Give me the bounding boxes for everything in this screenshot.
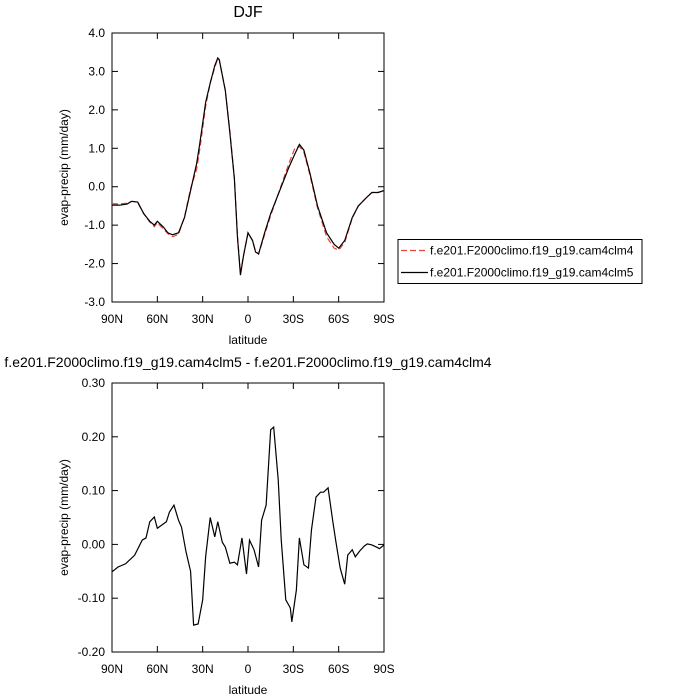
chart-title: f.e201.F2000climo.f19_g19.cam4clm5 - f.e…	[4, 354, 491, 370]
chart-title: DJF	[233, 4, 263, 21]
legend-label: f.e201.F2000climo.f19_g19.cam4clm5	[430, 266, 634, 280]
x-tick-label: 90S	[373, 662, 394, 676]
x-tick-label: 60N	[146, 662, 168, 676]
y-tick-label: 0.30	[82, 376, 106, 390]
plot-frame	[111, 32, 385, 303]
y-tick-label: 0.20	[82, 430, 106, 444]
y-axis-label: evap-precip (mm/day)	[57, 109, 71, 226]
y-tick-label: 1.0	[88, 141, 105, 155]
y-tick-label: 3.0	[88, 64, 105, 78]
x-tick-label: 60N	[146, 312, 168, 326]
x-tick-label: 30S	[283, 662, 304, 676]
data-line	[111, 56, 385, 274]
x-tick-label: 0	[245, 312, 252, 326]
data-line	[111, 425, 385, 626]
x-tick-label: 60S	[328, 662, 349, 676]
y-tick-label: -0.10	[78, 591, 106, 605]
x-axis-label: latitude	[229, 333, 268, 347]
y-tick-label: 2.0	[88, 103, 105, 117]
y-tick-label: -0.20	[78, 645, 106, 659]
plot-frame	[111, 382, 385, 653]
x-tick-label: 90N	[101, 662, 123, 676]
legend-box	[397, 239, 643, 284]
data-line	[112, 56, 385, 276]
legend-label: f.e201.F2000climo.f19_g19.cam4clm4	[430, 244, 634, 258]
y-tick-label: 0.0	[88, 180, 105, 194]
x-tick-label: 30S	[283, 312, 304, 326]
x-tick-label: 0	[245, 662, 252, 676]
x-tick-label: 30N	[192, 312, 214, 326]
y-tick-label: 0.00	[82, 537, 106, 551]
y-tick-label: -1.0	[84, 218, 105, 232]
y-axis-label: evap-precip (mm/day)	[57, 459, 71, 576]
x-tick-label: 30N	[192, 662, 214, 676]
x-tick-label: 60S	[328, 312, 349, 326]
y-tick-label: -2.0	[84, 257, 105, 271]
x-axis-label: latitude	[229, 683, 268, 697]
y-tick-label: 0.10	[82, 484, 106, 498]
x-tick-label: 90S	[373, 312, 394, 326]
x-tick-label: 90N	[101, 312, 123, 326]
y-tick-label: -3.0	[84, 295, 105, 309]
y-tick-label: 4.0	[88, 26, 105, 40]
